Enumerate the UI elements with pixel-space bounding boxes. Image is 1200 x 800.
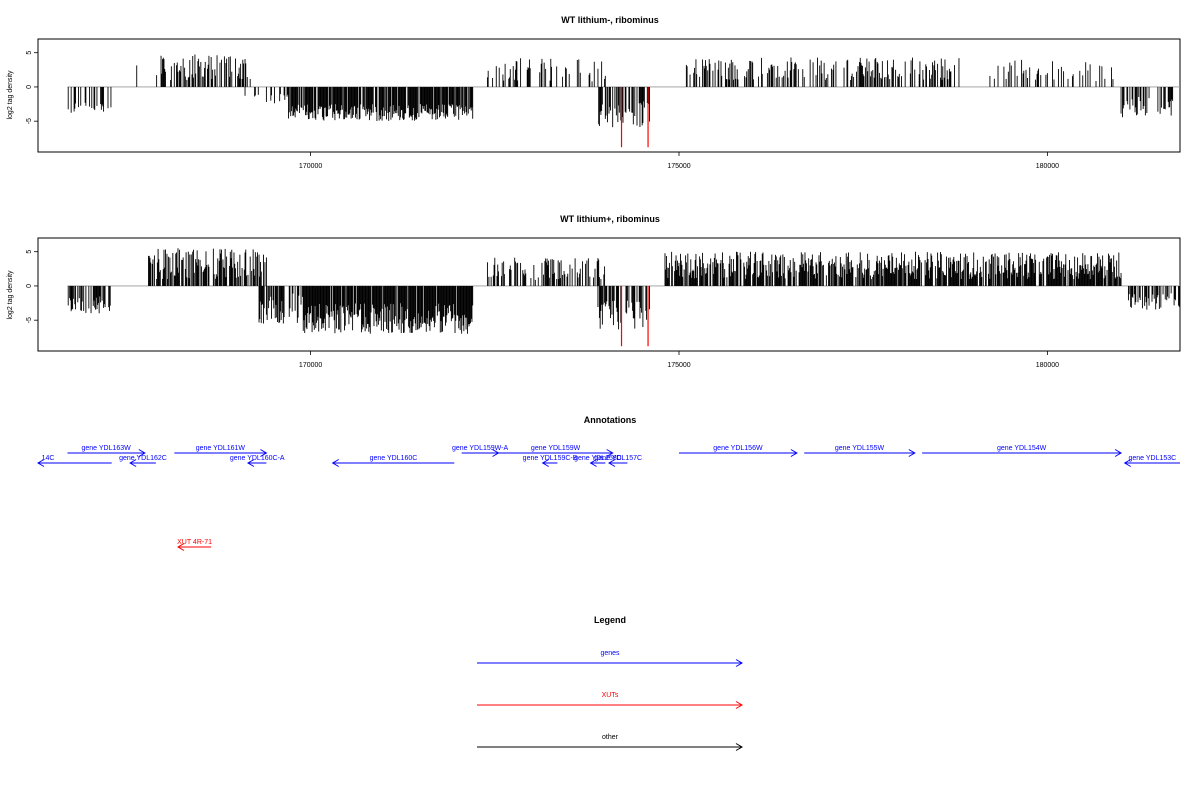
- gene-arrow: gene YDL159W-A: [452, 445, 508, 457]
- gene-arrow: gene YDL159C-B: [523, 455, 578, 467]
- legend-item: XUTs: [477, 692, 743, 709]
- arrow-head: [790, 449, 798, 457]
- annotations-panel: Annotations gene YDL163W gene YDL161W gene…: [37, 415, 1180, 551]
- arrow-head: [589, 459, 597, 467]
- legend-items: genes XUTs other: [477, 650, 743, 751]
- x-tick-label: 180000: [1036, 163, 1059, 170]
- arrow-head: [541, 459, 549, 467]
- xut-arrow: XUT 4R-71: [176, 539, 212, 551]
- xut-group: XUT 4R-71: [176, 539, 212, 551]
- track-panel: WT lithium-, ribominus log2 tag density …: [7, 15, 1181, 170]
- gene-group: gene YDL163W gene YDL161W gene YDL159W-A ge…: [37, 445, 1180, 467]
- arrow-head: [735, 659, 743, 667]
- gene-label: gene YDL154W: [997, 445, 1047, 452]
- track-title: WT lithium+, ribominus: [560, 214, 660, 224]
- legend-label: genes: [600, 650, 620, 657]
- gene-label: gene YDL159W: [531, 445, 581, 452]
- gene-arrow: 14C: [37, 455, 112, 467]
- x-axis: 170000 175000 180000: [299, 351, 1059, 369]
- plot-frame: [37, 38, 1181, 153]
- gene-label: gene YDL160C-A: [230, 455, 285, 462]
- gene-arrow: gene YDL156W: [678, 445, 798, 457]
- gene-arrow: gene YDL153C: [1123, 455, 1180, 467]
- gene-label: gene YDL155W: [835, 445, 885, 452]
- arrow-head: [1123, 459, 1131, 467]
- gene-arrow: gene YDL160C: [331, 455, 455, 467]
- x-tick-label: 170000: [299, 163, 322, 170]
- bar-group: [67, 248, 1180, 347]
- y-axis: -5 0 5: [26, 250, 38, 323]
- gene-arrow: gene YDL161W: [174, 445, 268, 457]
- arrow-head: [129, 459, 137, 467]
- arrow-head: [138, 449, 146, 457]
- y-tick-label: 5: [26, 51, 33, 55]
- arrow-head: [246, 459, 255, 467]
- arrow-head: [908, 449, 916, 457]
- plot-frame: [37, 237, 1181, 352]
- y-tick-label: -5: [26, 317, 33, 323]
- y-axis-label: log2 tag density: [7, 270, 14, 320]
- arrow-head: [735, 743, 743, 751]
- arrow-head: [608, 459, 616, 467]
- legend-label: XUTs: [602, 692, 619, 699]
- y-tick-label: 0: [26, 85, 33, 89]
- gene-label: gene YDL161W: [196, 445, 246, 452]
- track-title: WT lithium-, ribominus: [561, 15, 659, 25]
- y-tick-label: -5: [26, 118, 33, 124]
- gene-label: gene YDL163W: [82, 445, 132, 452]
- x-tick-label: 170000: [299, 362, 322, 369]
- x-tick-label: 180000: [1036, 362, 1059, 369]
- legend: Legend genes XUTs other: [477, 615, 743, 751]
- gene-arrow: gene YDL162C: [119, 455, 167, 467]
- gene-label: gene YDL159W-A: [452, 445, 508, 452]
- arrow-head: [606, 449, 614, 457]
- arrow-head: [176, 543, 185, 551]
- gene-arrow: gene YDL159W: [498, 445, 614, 457]
- gene-label: gene YDL157C: [594, 455, 642, 462]
- gene-label: gene YDL158C: [574, 455, 622, 462]
- arrow-head: [735, 701, 743, 709]
- y-tick-label: 5: [26, 250, 33, 254]
- gene-label: 14C: [42, 455, 55, 462]
- track-panel: WT lithium+, ribominus log2 tag density …: [7, 214, 1181, 369]
- gene-arrow: gene YDL160C-A: [230, 455, 285, 467]
- x-tick-label: 175000: [667, 362, 690, 369]
- bar-group: [67, 54, 1180, 148]
- y-tick-label: 0: [26, 284, 33, 288]
- legend-label: other: [602, 734, 619, 741]
- arrow-head: [37, 459, 45, 467]
- y-axis: -5 0 5: [26, 51, 38, 124]
- gene-label: gene YDL162C: [119, 455, 167, 462]
- gene-arrow: gene YDL163W: [67, 445, 146, 457]
- gene-label: gene YDL156W: [713, 445, 763, 452]
- x-axis: 170000 175000 180000: [299, 152, 1059, 170]
- arrow-head: [260, 449, 268, 457]
- x-tick-label: 175000: [667, 163, 690, 170]
- annotations-title: Annotations: [584, 415, 637, 425]
- gene-label: gene YDL159C-B: [523, 455, 578, 462]
- gene-label: gene YDL153C: [1128, 455, 1176, 462]
- xut-label: XUT 4R-71: [177, 539, 212, 546]
- legend-title: Legend: [594, 615, 626, 625]
- gene-arrow: gene YDL158C: [574, 455, 622, 467]
- legend-item: other: [477, 734, 743, 751]
- arrow-head: [331, 459, 339, 467]
- y-axis-label: log2 tag density: [7, 70, 14, 120]
- arrow-head: [1114, 449, 1123, 457]
- gene-arrow: gene YDL154W: [922, 445, 1123, 457]
- gene-label: gene YDL160C: [370, 455, 418, 462]
- gene-arrow: gene YDL157C: [594, 455, 642, 467]
- legend-item: genes: [477, 650, 743, 667]
- gene-arrow: gene YDL155W: [804, 445, 916, 457]
